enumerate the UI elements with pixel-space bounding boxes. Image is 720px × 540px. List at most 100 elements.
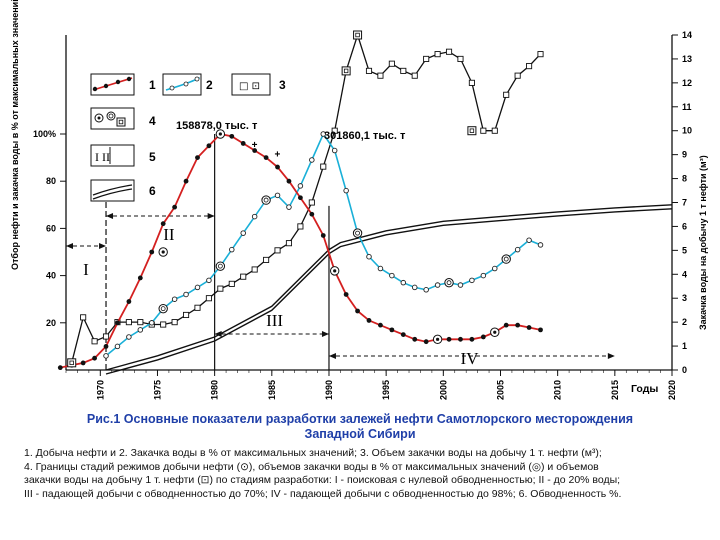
oil-point [275,164,280,170]
water-point [434,282,441,288]
y-left-tick-label: 20 [46,318,56,328]
water-stage-marker [444,277,454,288]
water-point [194,284,201,291]
water-point [457,282,464,288]
legend-num-6: 6 [149,184,156,198]
ratio-point [537,51,544,58]
oil-point [400,332,406,337]
water-stage-marker [215,261,226,271]
water-point [149,320,155,326]
legend-water-point [183,81,189,87]
oil-stage-marker-dot [218,132,222,136]
x-tick-label: 2015 [610,380,620,400]
ratio-point [377,72,384,79]
oil-point [137,275,143,281]
stage-I-arrow-head-left [66,243,73,249]
y-right-tick-label: 12 [682,78,692,88]
ratio-point [526,63,533,70]
x-axis-title: Годы [631,383,658,395]
y-left-axis-title: Отбор нефти и закачка воды в % от максим… [10,0,20,270]
x-tick-label: 1985 [267,380,277,400]
y-right-tick-label: 4 [682,269,687,279]
oil-point [229,133,235,139]
legend-watercut-lower [92,188,133,200]
y-right-tick-label: 3 [682,293,687,303]
ratio-stage-marker-inner [343,68,349,74]
caption-body-line2: 4. Границы стадий режимов добычи нефти (… [24,460,599,473]
legend-oil-point [126,76,132,82]
oil-point [469,336,475,342]
stage-III-label: III [266,311,283,330]
water-point [480,272,487,279]
oil-point [92,355,97,361]
legend-num-3: 3 [279,78,286,92]
water-point [206,277,212,284]
ratio-point [263,256,270,263]
oil-point [446,336,452,342]
legend-num-2: 2 [206,78,213,92]
water-point [114,343,121,350]
oil-point [503,322,509,328]
ratio-point [171,319,178,326]
water-point [469,277,475,284]
caption-title-line2: Западной Сибири [304,427,416,441]
oil-point [389,327,395,333]
water-stage-marker-inner [263,197,269,203]
ratio-stage-marker-inner [69,360,74,366]
legend-water-point [169,85,175,91]
legend-marker-ratio [116,117,126,127]
oil-point [458,336,463,342]
oil-point [423,339,429,345]
water-point [183,291,189,298]
water-point [377,265,384,272]
ratio-point [102,333,110,340]
water-point [343,187,349,194]
oil-point [126,299,132,304]
oil-point [286,178,292,184]
legend-oil-point [103,83,109,89]
y-right-tick-label: 14 [682,30,692,40]
stage-II-arrow-head-right [207,213,215,219]
oil-point [538,327,543,333]
water-point [309,157,315,163]
oil-point [183,178,189,184]
ratio-point [514,72,521,79]
oil-point [526,325,532,330]
caption-body-line3: закачки воды на добычу 1 т. нефти (⊡) по… [24,474,621,486]
ratio-point [183,311,190,319]
oil-point [103,344,109,349]
ratio-point [125,319,132,326]
ratio-point [194,304,201,311]
ratio-point [205,295,212,302]
ratio-point [503,91,510,98]
water-stage-marker-inner [160,306,166,312]
water-stage-marker [261,195,271,205]
caption-title-line1: Рис.1 Основные показатели разработки зал… [86,412,634,426]
x-tick-label: 1995 [381,380,391,400]
production-chart: 1970 1975 1980 1985 1990 1995 2000 2005 2010 2015… [10,0,708,400]
x-tick-label: 1970 [95,380,105,400]
ratio-point [468,79,475,86]
ratio-point [160,321,167,328]
ratio-point [423,55,430,62]
peak-water-annotation: 301860,1 тыс. т [324,130,406,142]
oil-point [309,211,315,217]
ratio-point [445,48,453,55]
oil-point [343,292,349,297]
oil-stage-marker-dot [436,337,440,341]
y-right-tick-label: 10 [682,126,692,136]
peak-oil-annotation: 158878,0 тыс. т [176,120,258,132]
ratio-stage-marker-inner [469,128,475,133]
ratio-point [320,163,327,170]
y-right-tick-label: 0 [682,365,687,375]
oil-point [172,204,178,210]
legend-boundary-text: I II [95,150,110,164]
ratio-point [365,67,373,74]
stage-II-label: II [163,225,175,244]
legend-watercut-upper [92,184,133,196]
water-point [286,204,292,210]
ratio-point [331,127,338,134]
x-tick-label: 1975 [152,380,162,400]
water-point [320,131,327,137]
caption-body-line1: 1. Добыча нефти и 2. Закачка воды в % от… [24,447,602,459]
